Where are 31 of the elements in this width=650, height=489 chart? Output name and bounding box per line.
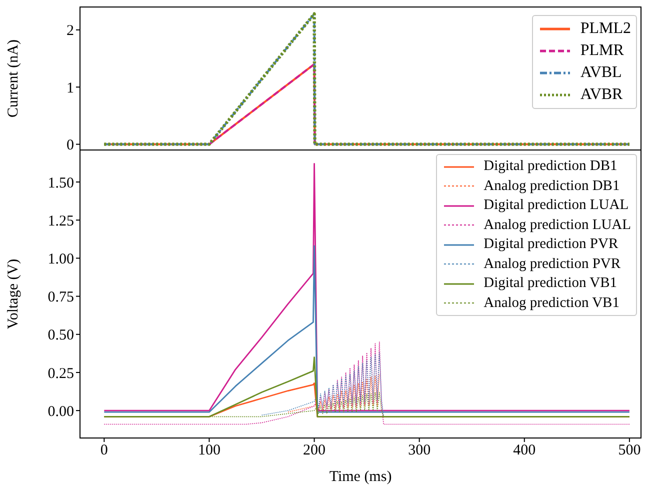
x-tick-label: 500 xyxy=(618,442,641,459)
legend-label: PLMR xyxy=(580,41,624,61)
x-tick-label: 400 xyxy=(513,442,536,459)
legend-label: AVBL xyxy=(580,63,622,83)
x-tick-label: 200 xyxy=(303,442,326,459)
y-tick-label: 1 xyxy=(66,80,74,96)
legend-label: Digital prediction VB1 xyxy=(484,274,618,293)
y-tick-label: 1.25 xyxy=(48,213,74,230)
x-tick-label: 0 xyxy=(100,442,108,459)
y-tick-label: 0.75 xyxy=(48,290,74,306)
legend-label: Analog prediction LUAL xyxy=(484,216,631,234)
y-tick-label: 0.25 xyxy=(48,366,74,382)
legend-label: PLML2 xyxy=(580,19,631,39)
y-tick-label: 0.50 xyxy=(48,328,74,344)
legend-label: Analog prediction VB1 xyxy=(484,294,620,312)
y-tick-label: 0 xyxy=(66,138,74,154)
legend-label: AVBR xyxy=(580,85,623,105)
y-tick-label: 2 xyxy=(66,23,74,40)
legend-label: Digital prediction LUAL xyxy=(484,196,629,215)
x-tick-label: 100 xyxy=(198,442,220,459)
legend-label: Analog prediction DB1 xyxy=(484,176,620,196)
y-axis-title: Current (nA) xyxy=(5,40,22,118)
y-tick-label: 0.00 xyxy=(48,404,74,420)
y-tick-label: 1.00 xyxy=(48,252,74,268)
legend-label: Digital prediction PVR xyxy=(484,235,618,254)
x-axis-title: Time (ms) xyxy=(329,469,392,485)
y-tick-label: 1.50 xyxy=(48,175,74,192)
x-tick-label: 300 xyxy=(408,442,431,459)
y-axis-title: Voltage (V) xyxy=(5,258,22,330)
legend-label: Analog prediction PVR xyxy=(484,254,621,274)
legend-label: Digital prediction DB1 xyxy=(484,157,618,176)
